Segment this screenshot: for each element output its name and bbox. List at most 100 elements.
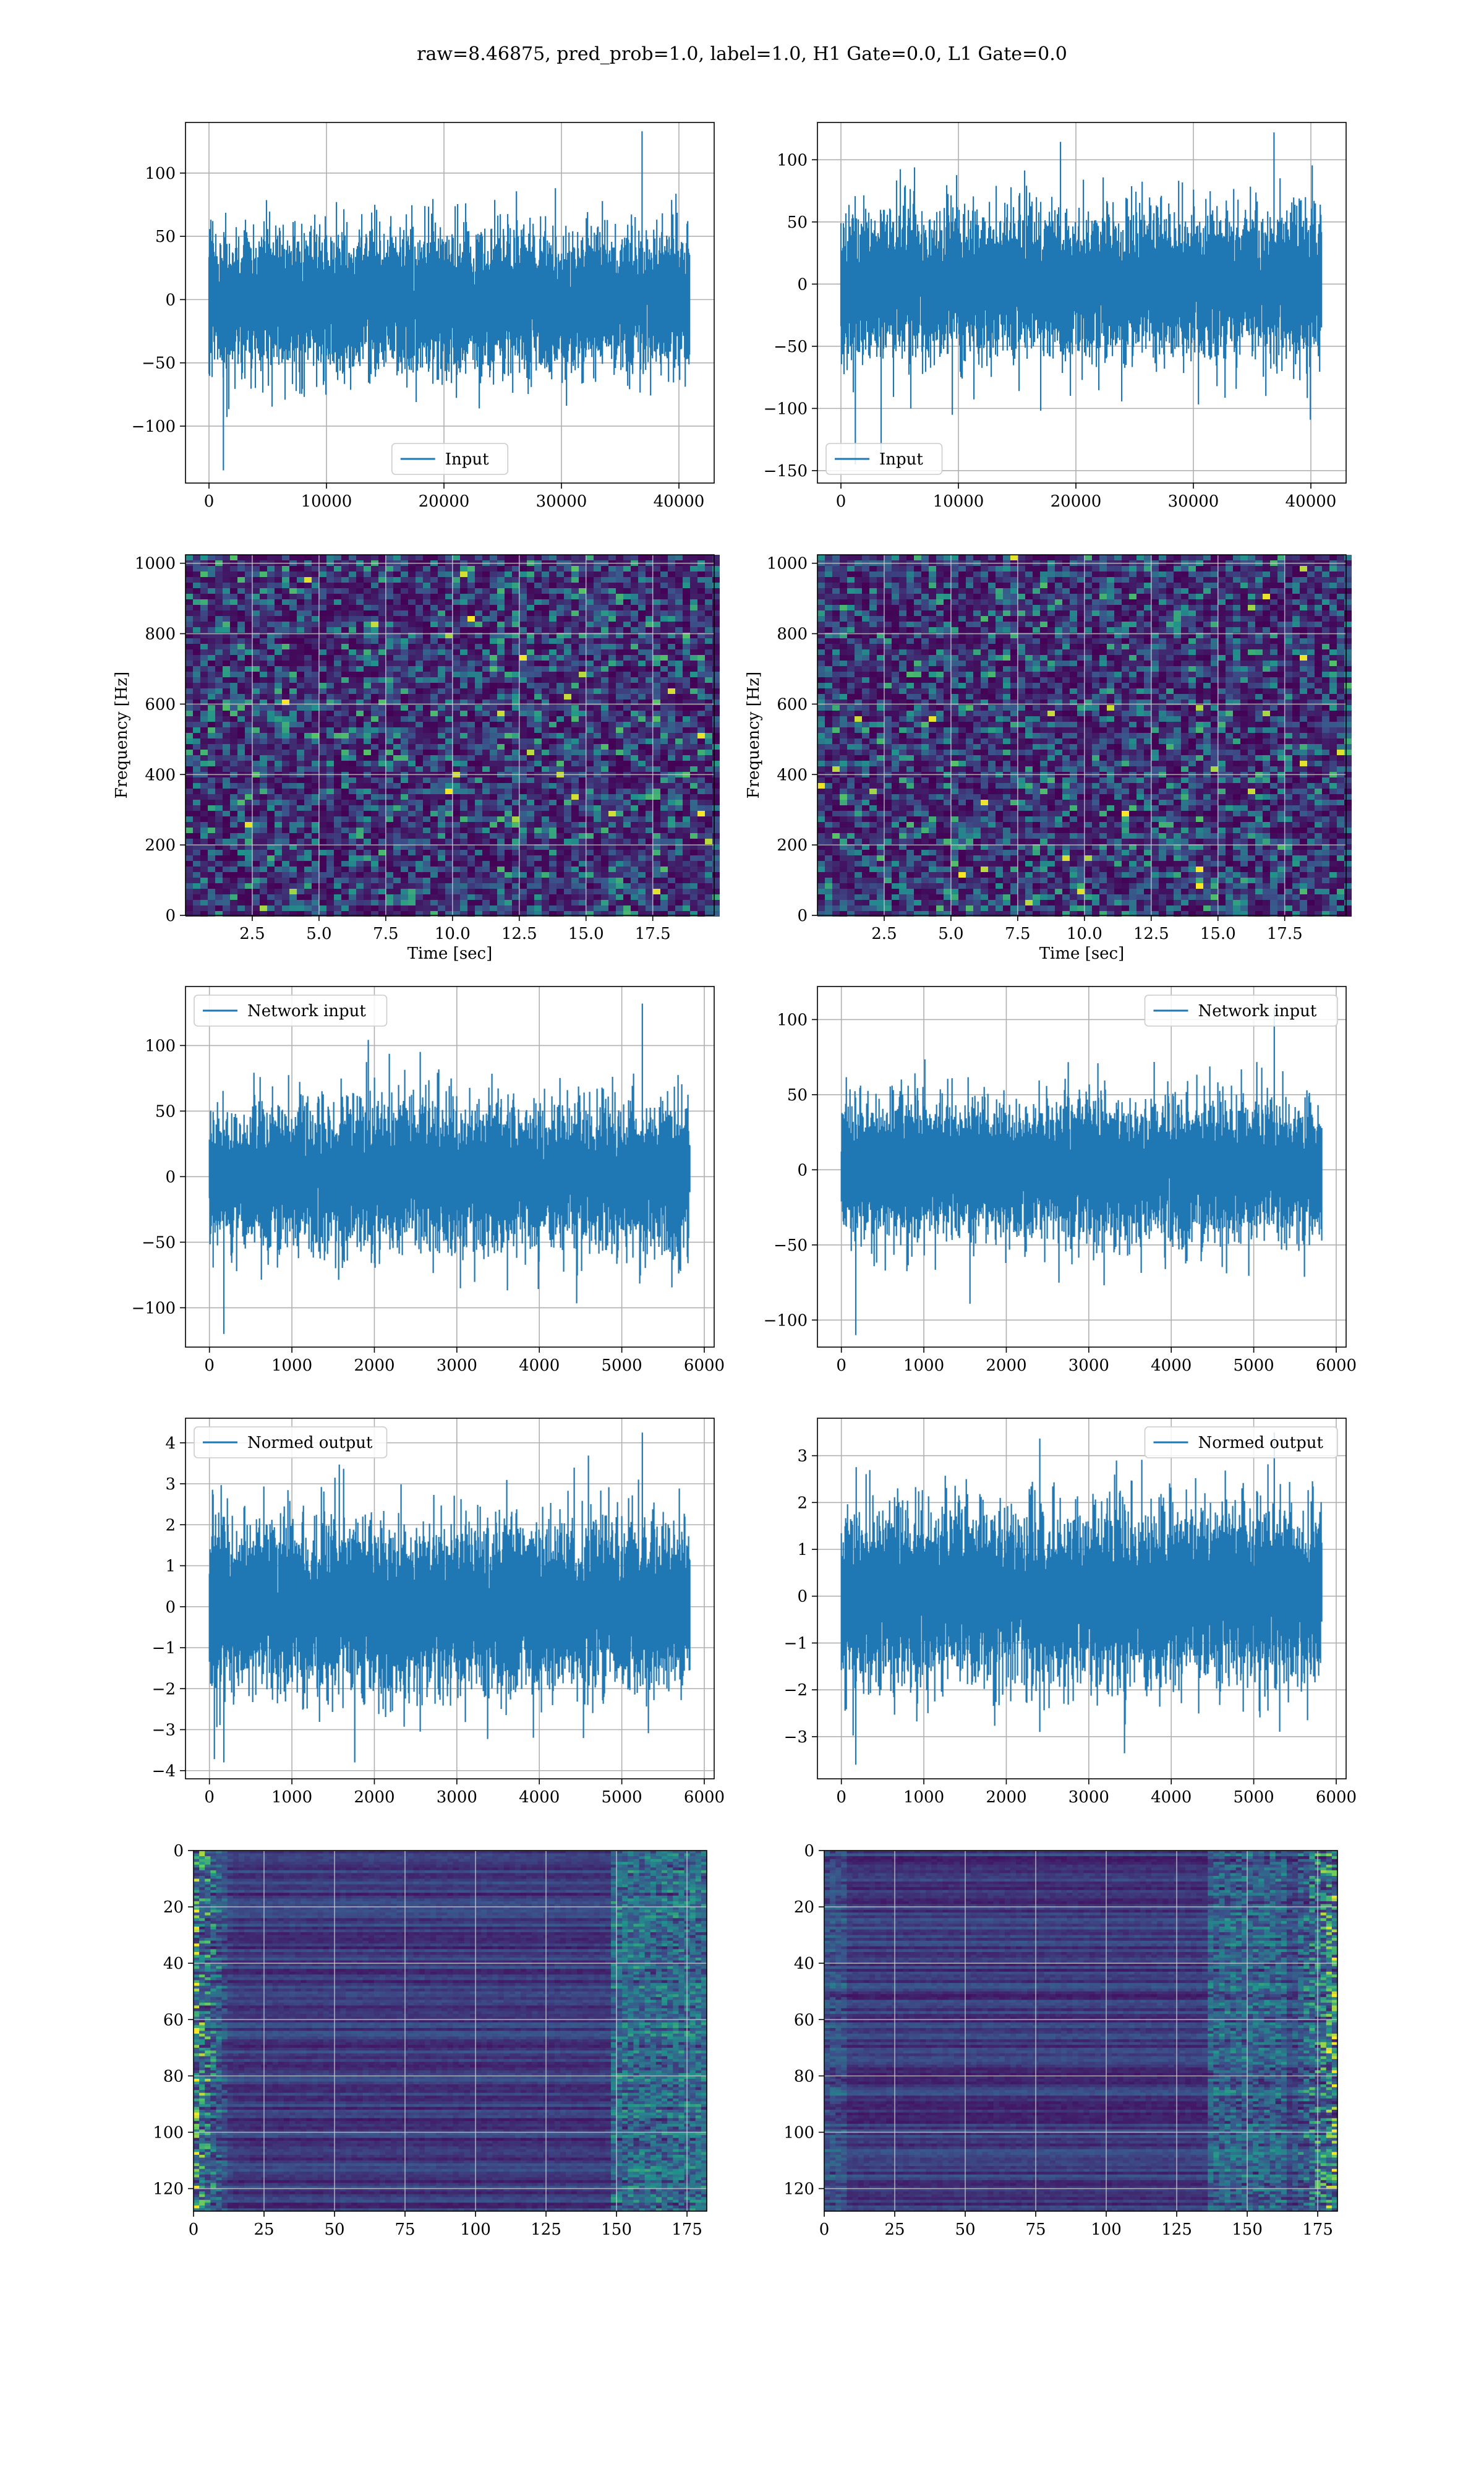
heatmap-cell bbox=[556, 705, 564, 711]
heatmap-cell bbox=[623, 777, 631, 783]
heatmap-cell bbox=[705, 761, 712, 766]
heatmap-cell bbox=[260, 822, 267, 828]
heatmap-cell bbox=[289, 850, 297, 855]
heatmap-cell bbox=[416, 661, 423, 666]
heatmap-cell bbox=[601, 566, 608, 571]
heatmap-cell bbox=[326, 750, 334, 755]
heatmap-cell bbox=[653, 633, 660, 638]
heatmap-cell bbox=[467, 833, 475, 839]
heatmap-cell bbox=[527, 867, 534, 872]
heatmap-cell bbox=[482, 633, 490, 638]
heatmap-cell bbox=[304, 900, 312, 905]
y-tick-label: −150 bbox=[764, 462, 808, 481]
heatmap-cell bbox=[1218, 555, 1226, 560]
heatmap-cell bbox=[349, 794, 356, 800]
heatmap-cell bbox=[378, 905, 386, 911]
heatmap-cell bbox=[208, 750, 215, 755]
heatmap-cell bbox=[490, 844, 497, 850]
heatmap-cell bbox=[705, 828, 712, 833]
heatmap-cell bbox=[646, 839, 653, 844]
heatmap-cell bbox=[475, 905, 482, 911]
heatmap-cell bbox=[453, 783, 460, 789]
heatmap-cell bbox=[215, 755, 223, 761]
heatmap-cell bbox=[289, 900, 297, 905]
heatmap-cell bbox=[319, 644, 326, 649]
heatmap-cell bbox=[505, 688, 512, 694]
heatmap-cell bbox=[549, 616, 556, 622]
heatmap-cell bbox=[252, 677, 260, 683]
heatmap-cell bbox=[705, 616, 712, 622]
heatmap-cell bbox=[579, 761, 586, 766]
heatmap-cell bbox=[631, 616, 638, 622]
heatmap-cell bbox=[712, 794, 720, 800]
heatmap-cell bbox=[445, 750, 453, 755]
heatmap-cell bbox=[556, 850, 564, 855]
heatmap-cell bbox=[215, 828, 223, 833]
heatmap-cell bbox=[275, 588, 282, 594]
heatmap-cell bbox=[408, 872, 416, 878]
heatmap-cell bbox=[608, 883, 616, 889]
heatmap-cell bbox=[594, 666, 601, 672]
heatmap-cell bbox=[275, 733, 282, 738]
heatmap-cell bbox=[356, 555, 364, 560]
heatmap-cell bbox=[512, 805, 519, 811]
heatmap-cell bbox=[519, 805, 527, 811]
heatmap-cell bbox=[460, 872, 467, 878]
heatmap-cell bbox=[401, 894, 408, 900]
heatmap-cell bbox=[564, 867, 571, 872]
heatmap-cell bbox=[275, 566, 282, 571]
heatmap-cell bbox=[616, 733, 623, 738]
heatmap-cell bbox=[326, 666, 334, 672]
heatmap-cell bbox=[200, 844, 208, 850]
heatmap-cell bbox=[586, 894, 594, 900]
heatmap-cell bbox=[571, 777, 579, 783]
heatmap-cell bbox=[282, 794, 289, 800]
heatmap-cell bbox=[892, 555, 899, 560]
heatmap-cell bbox=[208, 844, 215, 850]
heatmap-cell bbox=[631, 722, 638, 727]
heatmap-cell bbox=[556, 566, 564, 571]
heatmap-cell bbox=[326, 867, 334, 872]
heatmap-cell bbox=[467, 738, 475, 744]
x-tick-label: 15.0 bbox=[568, 925, 604, 943]
heatmap-cell bbox=[364, 855, 371, 861]
heatmap-cell bbox=[252, 911, 260, 917]
heatmap-cell bbox=[423, 750, 430, 755]
heatmap-cell bbox=[416, 755, 423, 761]
heatmap-cell bbox=[282, 722, 289, 727]
heatmap-cell bbox=[230, 850, 237, 855]
heatmap-cell bbox=[423, 727, 430, 733]
heatmap-cell bbox=[200, 588, 208, 594]
x-tick-label: 10000 bbox=[301, 492, 352, 511]
heatmap-cell bbox=[549, 644, 556, 649]
heatmap-cell bbox=[675, 755, 683, 761]
heatmap-cell bbox=[505, 861, 512, 867]
heatmap-cell bbox=[460, 777, 467, 783]
heatmap-cell bbox=[312, 900, 319, 905]
heatmap-cell bbox=[245, 833, 252, 839]
heatmap-cell bbox=[326, 605, 334, 610]
heatmap-cell bbox=[438, 599, 445, 605]
heatmap-cell bbox=[386, 744, 393, 750]
heatmap-cell bbox=[334, 705, 341, 711]
heatmap-cell bbox=[438, 894, 445, 900]
heatmap-cell bbox=[416, 616, 423, 622]
heatmap-cell bbox=[631, 822, 638, 828]
heatmap-cell bbox=[475, 861, 482, 867]
heatmap-cell bbox=[430, 644, 438, 649]
heatmap-cell bbox=[401, 616, 408, 622]
heatmap-cell bbox=[200, 583, 208, 588]
heatmap-cell bbox=[304, 805, 312, 811]
heatmap-cell bbox=[660, 627, 668, 633]
heatmap-cell bbox=[223, 844, 230, 850]
heatmap-cell bbox=[245, 677, 252, 683]
heatmap-cell bbox=[712, 822, 720, 828]
heatmap-cell bbox=[586, 688, 594, 694]
heatmap-cell bbox=[475, 566, 482, 571]
heatmap-cell bbox=[608, 649, 616, 655]
heatmap-cell bbox=[601, 666, 608, 672]
heatmap-cell bbox=[252, 672, 260, 677]
heatmap-cell bbox=[556, 783, 564, 789]
heatmap-cell bbox=[594, 905, 601, 911]
heatmap-cell bbox=[349, 655, 356, 661]
